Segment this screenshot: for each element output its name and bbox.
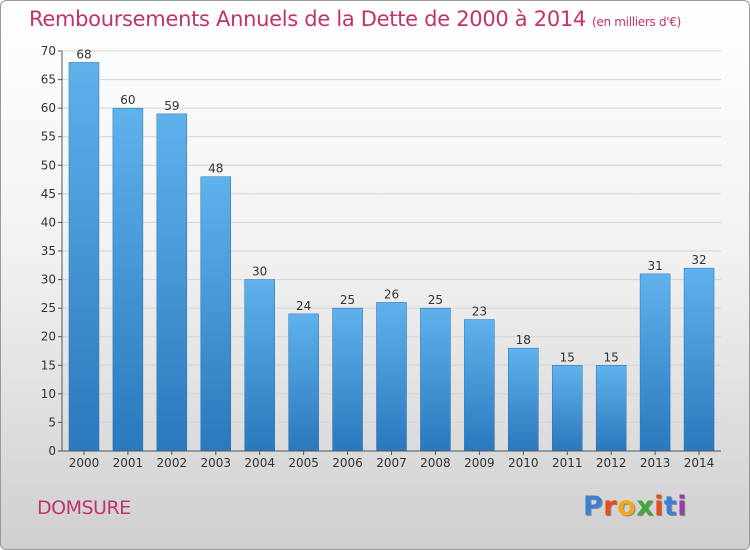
bar xyxy=(376,302,407,452)
bar xyxy=(683,267,715,452)
x-axis: 2000 2001 2002 2003 2004 2005 2006 2007 2008 2009… xyxy=(62,450,721,470)
y-tick-label: 30 xyxy=(41,273,56,287)
y-tick-label: 15 xyxy=(41,358,56,372)
chart-title-text: Remboursements Annuels de la Dette de 20… xyxy=(29,7,586,31)
y-tick-label: 35 xyxy=(41,244,56,258)
chart-title: Remboursements Annuels de la Dette de 20… xyxy=(29,7,681,31)
bar xyxy=(112,107,144,452)
proxiti-logo: Proxiti xyxy=(583,491,687,522)
x-tick-label: 2012 xyxy=(596,456,627,470)
logo-letter: i xyxy=(654,491,664,522)
x-tick-label: 2005 xyxy=(288,456,319,470)
data-label: 32 xyxy=(691,253,706,267)
bar xyxy=(508,347,539,452)
data-label: 48 xyxy=(208,162,223,176)
x-tick-label: 2014 xyxy=(684,456,715,470)
data-label: 30 xyxy=(252,265,267,279)
x-tick-label: 2010 xyxy=(508,456,539,470)
y-tick-label: 65 xyxy=(41,73,56,87)
data-label: 15 xyxy=(604,350,619,364)
bar xyxy=(420,307,451,452)
chart-unit: (en milliers d'€) xyxy=(592,15,682,29)
x-tick-label: 2001 xyxy=(113,456,144,470)
bar xyxy=(156,113,188,452)
data-label: 26 xyxy=(384,287,399,301)
logo-letter: o xyxy=(617,491,637,522)
y-tick-label: 50 xyxy=(41,158,56,172)
logo-letter: x xyxy=(636,491,655,522)
bar xyxy=(244,279,275,452)
bar xyxy=(639,273,671,452)
x-tick-label: 2008 xyxy=(420,456,451,470)
data-label: 23 xyxy=(472,305,487,319)
bar xyxy=(464,319,495,452)
data-labels: 68 60 59 48 30 24 25 26 25 23 18 15 15 31 32 xyxy=(76,47,706,364)
y-tick-label: 10 xyxy=(41,387,56,401)
data-label: 68 xyxy=(76,47,91,61)
x-tick-label: 2009 xyxy=(464,456,495,470)
data-label: 15 xyxy=(560,350,575,364)
bar xyxy=(68,62,100,452)
x-tick-label: 2011 xyxy=(552,456,583,470)
town-name: DOMSURE xyxy=(37,497,131,519)
y-tick-label: 0 xyxy=(48,444,56,458)
x-tick-label: 2006 xyxy=(332,456,363,470)
bar xyxy=(288,313,319,452)
data-label: 59 xyxy=(164,99,179,113)
bar xyxy=(332,307,363,452)
y-tick-label: 25 xyxy=(41,301,56,315)
data-label: 18 xyxy=(516,333,531,347)
data-label: 24 xyxy=(296,299,311,313)
logo-letter: r xyxy=(603,491,618,522)
y-tick-label: 5 xyxy=(48,415,56,429)
logo-letter: t xyxy=(663,491,678,522)
y-tick-label: 45 xyxy=(41,187,56,201)
x-tick-label: 2004 xyxy=(244,456,275,470)
data-label: 31 xyxy=(647,259,662,273)
bar xyxy=(551,365,583,452)
bar xyxy=(595,365,627,452)
logo-letter: P xyxy=(583,491,604,522)
bar xyxy=(200,176,232,452)
x-tick-label: 2013 xyxy=(640,456,671,470)
x-tick-label: 2003 xyxy=(200,456,231,470)
y-tick-label: 20 xyxy=(41,330,56,344)
data-label: 25 xyxy=(428,293,443,307)
x-tick-label: 2007 xyxy=(376,456,407,470)
x-tick-label: 2002 xyxy=(157,456,188,470)
y-tick-label: 70 xyxy=(41,44,56,58)
x-tick-label: 2000 xyxy=(69,456,100,470)
y-axis: 0 5 10 15 20 25 30 35 40 45 50 55 60 65 70 xyxy=(41,44,63,458)
data-label: 25 xyxy=(340,293,355,307)
y-tick-label: 40 xyxy=(41,215,56,229)
y-tick-label: 55 xyxy=(41,130,56,144)
bars xyxy=(68,62,715,452)
y-tick-label: 60 xyxy=(41,101,56,115)
data-label: 60 xyxy=(120,93,135,107)
logo-letter: i xyxy=(677,491,688,522)
